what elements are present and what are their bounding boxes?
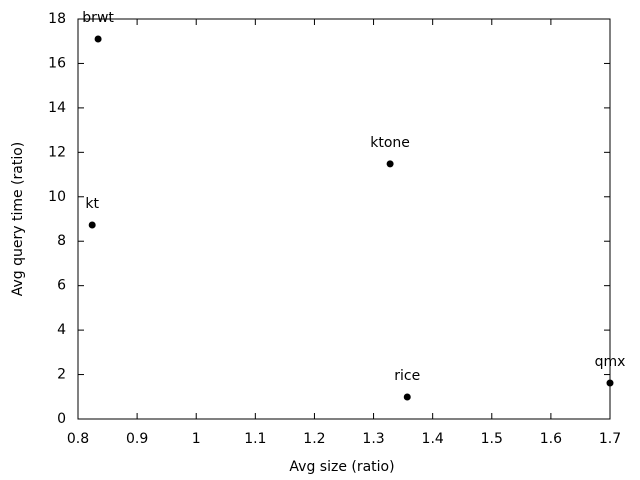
point: [88, 221, 96, 229]
x-tick-label: 1: [192, 431, 201, 447]
x-tick-label: 0.8: [67, 431, 89, 447]
y-axis-label: Avg query time (ratio): [10, 142, 26, 297]
point-label: kt: [85, 196, 99, 212]
point-label: qmx: [595, 354, 626, 370]
point: [606, 379, 614, 387]
y-tick-label: 10: [48, 189, 66, 205]
x-tick-label: 1.7: [599, 431, 621, 447]
y-tick-label: 6: [57, 278, 66, 294]
y-tick-label: 18: [48, 11, 66, 27]
y-tick-label: 12: [48, 144, 66, 160]
y-tick-label: 2: [57, 367, 66, 383]
x-tick-label: 1.2: [303, 431, 325, 447]
y-tick-label: 0: [57, 411, 66, 427]
point: [403, 393, 411, 401]
x-tick-label: 0.9: [126, 431, 148, 447]
x-axis-label: Avg size (ratio): [289, 459, 394, 475]
x-tick-label: 1.3: [362, 431, 384, 447]
point: [94, 35, 102, 43]
point-label: ktone: [370, 135, 410, 151]
point-label: brwt: [82, 10, 114, 26]
point-label: rice: [394, 368, 420, 384]
point: [386, 160, 394, 168]
x-tick-label: 1.6: [540, 431, 562, 447]
plot-frame: [77, 18, 611, 420]
y-tick-label: 8: [57, 233, 66, 249]
y-tick-label: 4: [57, 322, 66, 338]
x-tick-label: 1.1: [244, 431, 266, 447]
x-tick-label: 1.4: [422, 431, 444, 447]
x-tick-label: 1.5: [481, 431, 503, 447]
y-tick-label: 16: [48, 55, 66, 71]
y-tick-label: 14: [48, 100, 66, 116]
